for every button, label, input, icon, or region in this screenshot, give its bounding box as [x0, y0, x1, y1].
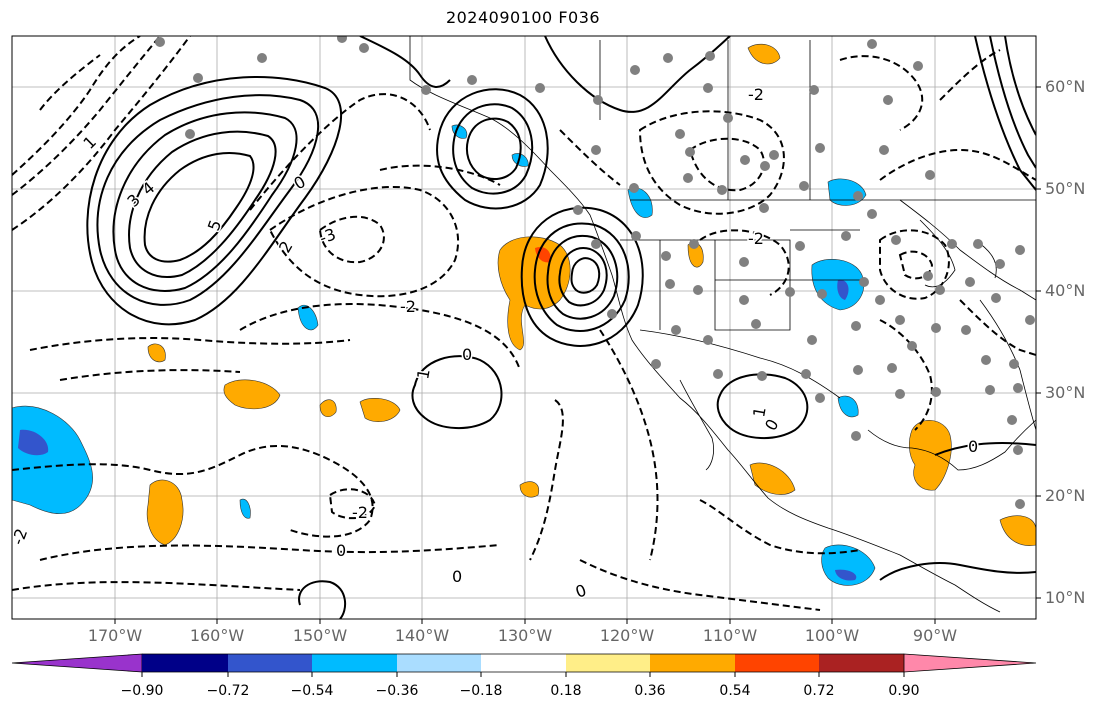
shaded-fields [12, 43, 1036, 586]
colorbar-cell [142, 654, 228, 672]
contour-label: -2 [400, 297, 416, 316]
colorbar-tick-label: 0.72 [803, 683, 835, 699]
colorbar-cell [650, 654, 735, 672]
lon-label: 140°W [394, 626, 450, 645]
lon-label: 90°W [912, 626, 958, 645]
lon-label: 100°W [804, 626, 860, 645]
lon-label: 130°W [497, 626, 553, 645]
colorbar-cell [11, 653, 143, 673]
station-dots [155, 36, 1035, 509]
colorbar-cell [397, 654, 481, 672]
contour-label: -2 [748, 229, 764, 248]
lat-label: 60°N [1045, 77, 1086, 96]
colorbar-cell [566, 654, 650, 672]
lat-label: 10°N [1045, 588, 1086, 607]
lat-label: 20°N [1045, 486, 1086, 505]
colorbar [11, 653, 1037, 677]
colorbar-tick-label: 0.18 [550, 683, 582, 699]
lon-label: 110°W [702, 626, 758, 645]
contour-label: 0 [968, 437, 978, 456]
lat-label: 30°N [1045, 383, 1086, 402]
colorbar-tick-label: 0.54 [719, 683, 751, 699]
lat-label: 50°N [1045, 179, 1086, 198]
contour-label: 0 [462, 345, 472, 364]
lon-label: 150°W [292, 626, 348, 645]
contour-label: -2 [748, 85, 764, 104]
colorbar-tick-label: 0.36 [634, 683, 666, 699]
contour-label: 1 [413, 367, 433, 380]
map-area [12, 36, 1036, 619]
map-title: 2024090100 F036 [445, 8, 601, 27]
contour-label: 0 [336, 541, 346, 560]
colorbar-cell [903, 653, 1037, 673]
contour-high-nepac [96, 94, 320, 306]
contour-label: -2 [352, 503, 368, 522]
coastlines [409, 36, 1036, 613]
colorbar-tick-label: −0.36 [375, 683, 419, 699]
contour-high-cal [533, 222, 630, 333]
contour-label: 0 [452, 567, 462, 586]
colorbar-cell [312, 654, 397, 672]
colorbar-cell [735, 654, 819, 672]
colorbar-cell [228, 654, 312, 672]
contour-high-bc [436, 88, 549, 210]
colorbar-cell [819, 654, 904, 672]
colorbar-tick-label: −0.90 [120, 683, 164, 699]
lat-label: 40°N [1045, 281, 1086, 300]
map-border [11, 35, 1037, 620]
contours [86, 36, 1036, 619]
lon-label: 120°W [599, 626, 655, 645]
colorbar-tick-label: −0.54 [290, 683, 334, 699]
colorbar-tick-label: 0.90 [888, 683, 920, 699]
colorbar-cell [481, 654, 566, 672]
lon-label: 170°W [87, 626, 143, 645]
lon-label: 160°W [189, 626, 245, 645]
colorbar-tick-label: −0.18 [459, 683, 503, 699]
dashed-contours [12, 36, 1036, 611]
contour-label: 1 [749, 405, 769, 418]
colorbar-tick-label: −0.72 [206, 683, 250, 699]
